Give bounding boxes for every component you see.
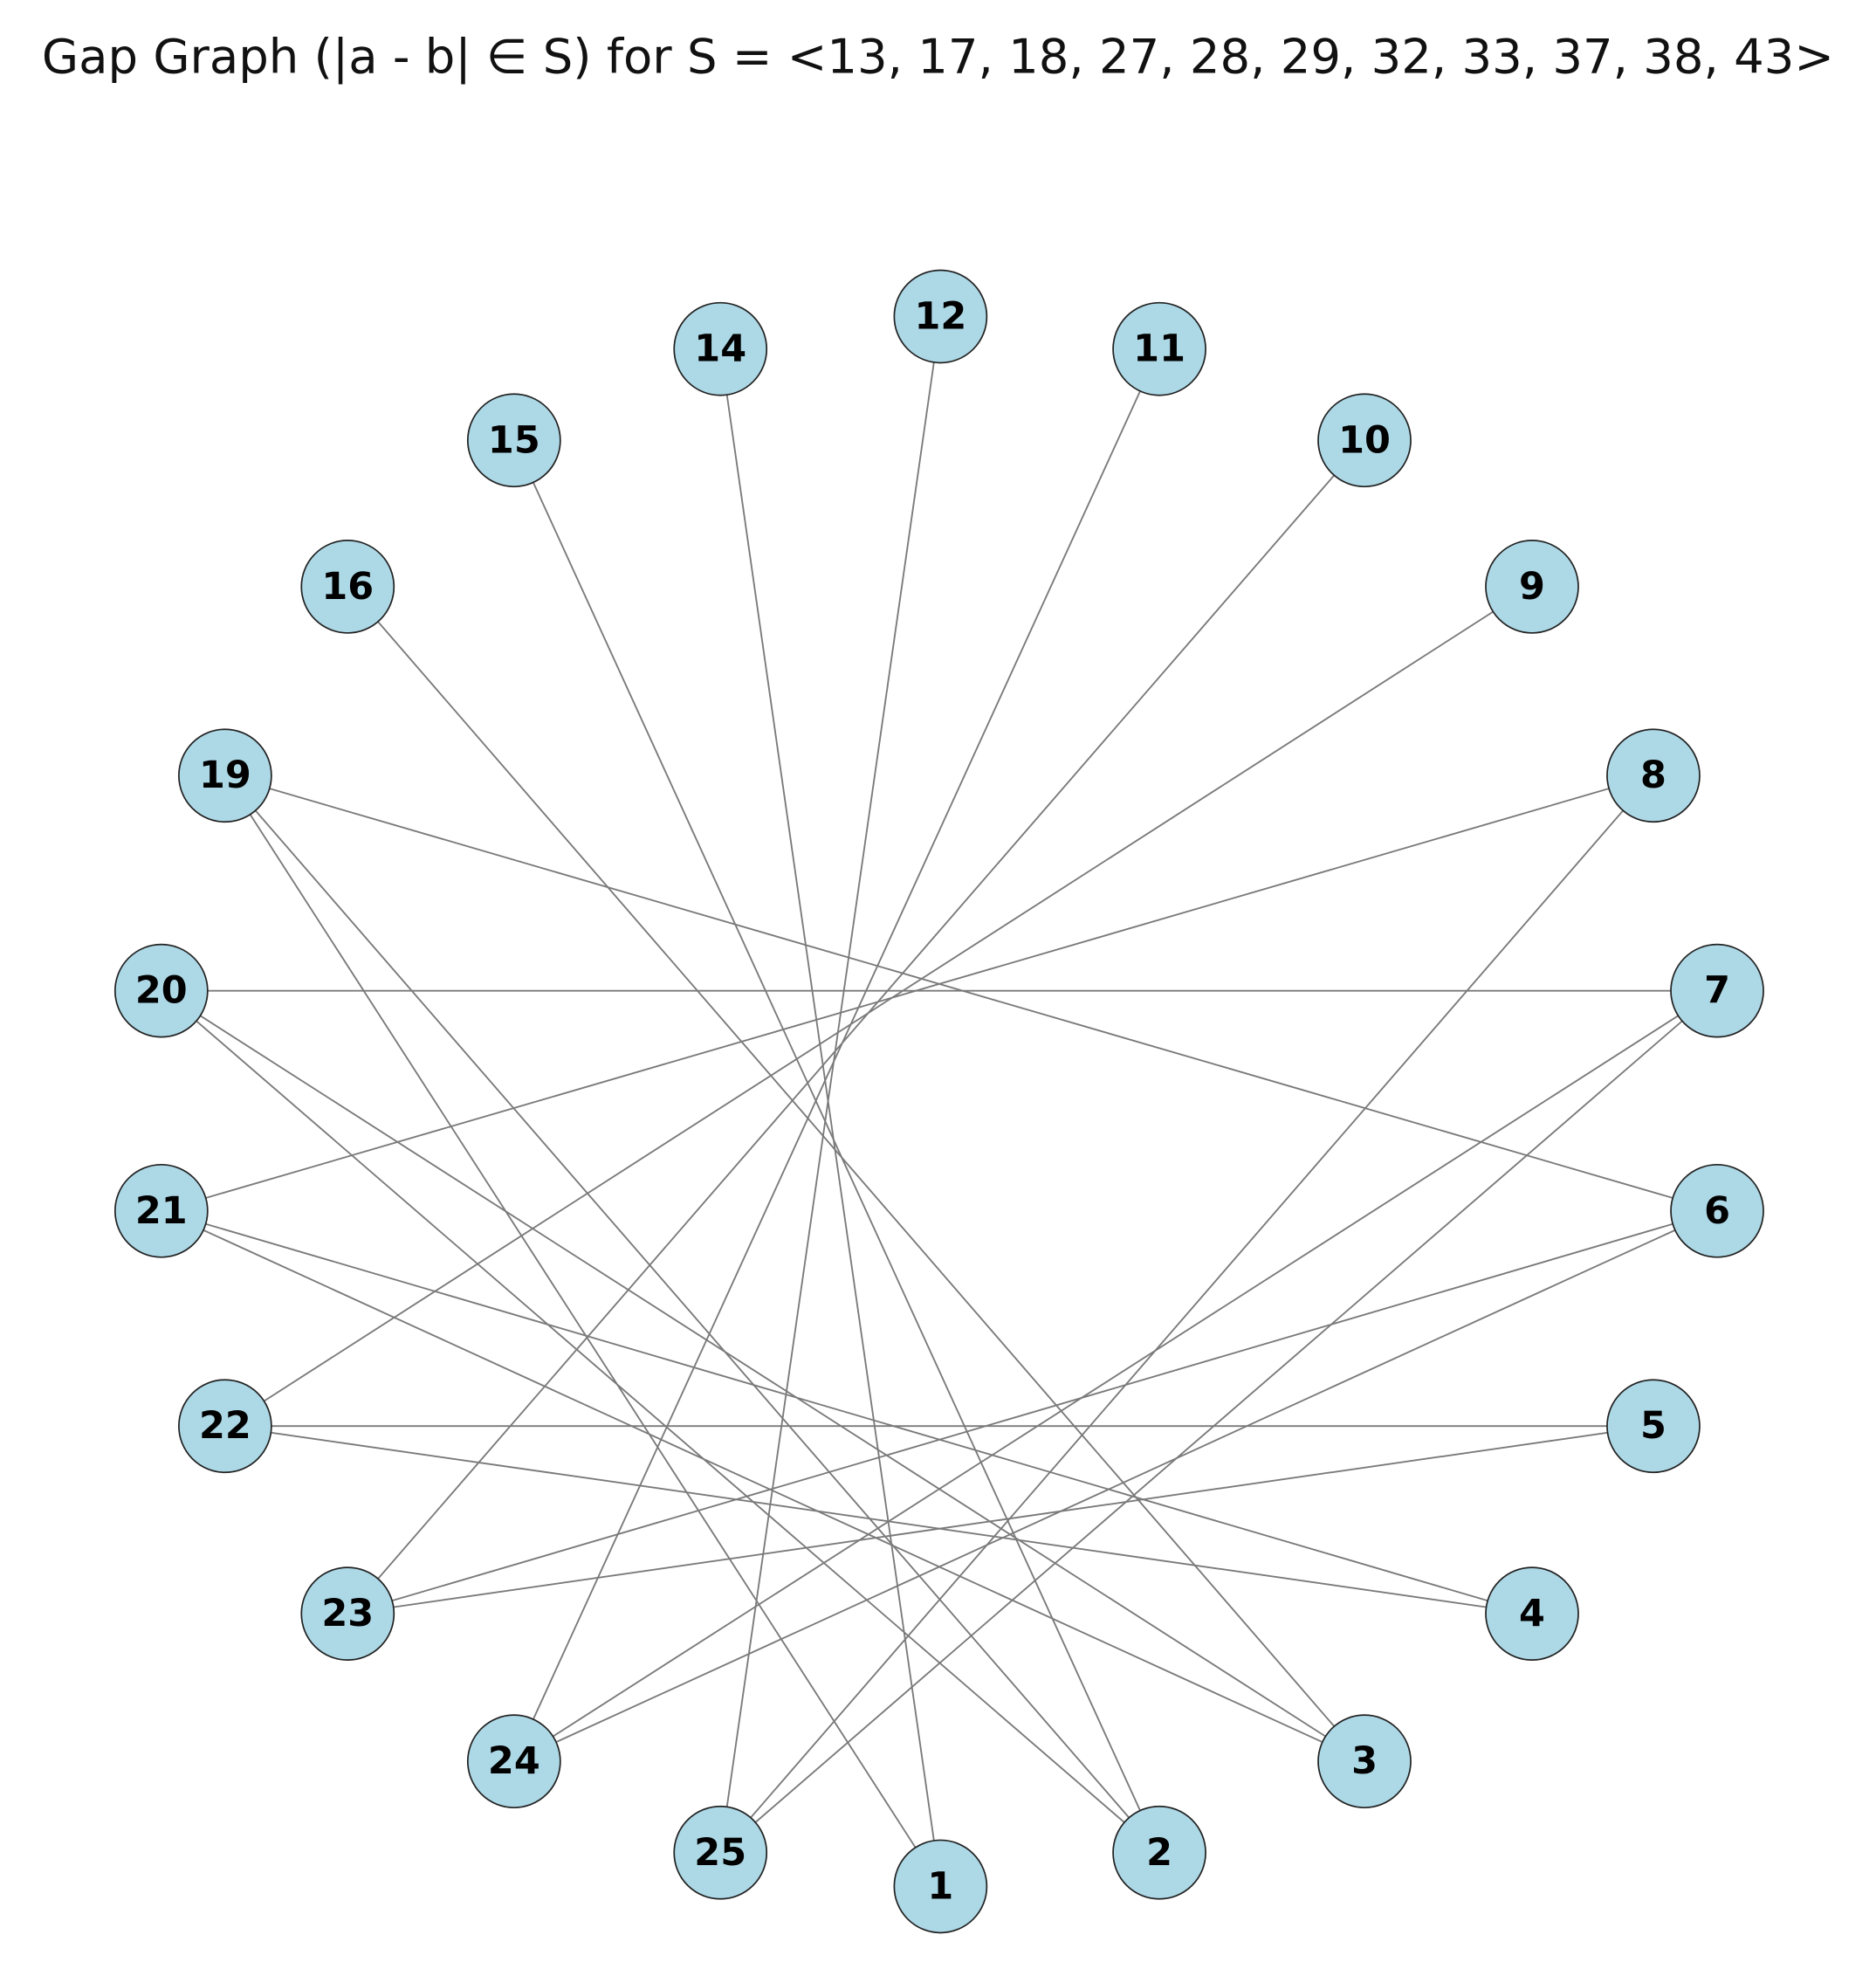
node-label: 4 [1519, 1592, 1545, 1635]
node-label: 22 [199, 1404, 251, 1448]
node [1317, 393, 1412, 488]
edge [347, 1425, 1654, 1615]
edge [224, 775, 1160, 1854]
node [466, 1714, 561, 1809]
node [466, 393, 561, 488]
edge [719, 989, 1718, 1854]
node [1485, 540, 1579, 634]
node [1112, 1805, 1206, 1900]
node-label: 19 [199, 754, 251, 797]
node-label: 10 [1338, 418, 1391, 462]
node [1670, 943, 1764, 1038]
node-label: 11 [1133, 327, 1185, 371]
node [893, 269, 988, 364]
node [300, 1566, 395, 1661]
node-label: 6 [1704, 1189, 1730, 1233]
edge [161, 989, 1365, 1762]
node [300, 540, 395, 634]
node-label: 7 [1704, 969, 1730, 1013]
edge [512, 348, 1160, 1762]
node [893, 1839, 988, 1934]
edge [513, 1209, 1718, 1763]
node-label: 15 [488, 418, 540, 462]
title: Gap Graph (|a - b| ∈ S) for S = <13, 17,… [42, 28, 1834, 85]
edge [224, 775, 1718, 1212]
edge [513, 989, 1718, 1762]
node-label: 21 [135, 1189, 188, 1233]
edge [347, 439, 1365, 1614]
edge [224, 775, 942, 1887]
edge [719, 348, 942, 1887]
edge [719, 775, 1654, 1854]
node-label: 8 [1640, 754, 1666, 797]
node-label: 5 [1640, 1404, 1666, 1448]
node [1317, 1714, 1412, 1809]
edge [161, 989, 1160, 1854]
node-label: 9 [1519, 565, 1545, 609]
edge [224, 1425, 1533, 1615]
edge [161, 1209, 1365, 1763]
node [178, 1379, 272, 1474]
node-label: 24 [488, 1739, 540, 1783]
node [673, 1805, 768, 1900]
node-label: 12 [914, 294, 966, 338]
node [1670, 1163, 1764, 1258]
edge [719, 316, 942, 1853]
node [1112, 301, 1206, 396]
node [178, 728, 272, 823]
node-label: 3 [1351, 1739, 1378, 1783]
node-label: 1 [927, 1864, 953, 1908]
node-label: 25 [694, 1831, 746, 1875]
node-label: 14 [694, 327, 746, 371]
node [113, 943, 209, 1038]
edge [512, 439, 1160, 1854]
edge [224, 586, 1533, 1428]
node [1606, 728, 1701, 823]
node-label: 23 [321, 1592, 374, 1635]
edge [161, 775, 1654, 1212]
edge [161, 1209, 1533, 1615]
node [113, 1163, 209, 1258]
node-label: 20 [135, 969, 188, 1013]
node-label: 2 [1146, 1831, 1172, 1875]
node [1485, 1566, 1579, 1661]
edge [347, 1209, 1718, 1615]
node [673, 301, 768, 396]
edge [347, 586, 1365, 1762]
node-label: 16 [321, 565, 374, 609]
edges [161, 316, 1718, 1887]
node [1606, 1379, 1701, 1474]
